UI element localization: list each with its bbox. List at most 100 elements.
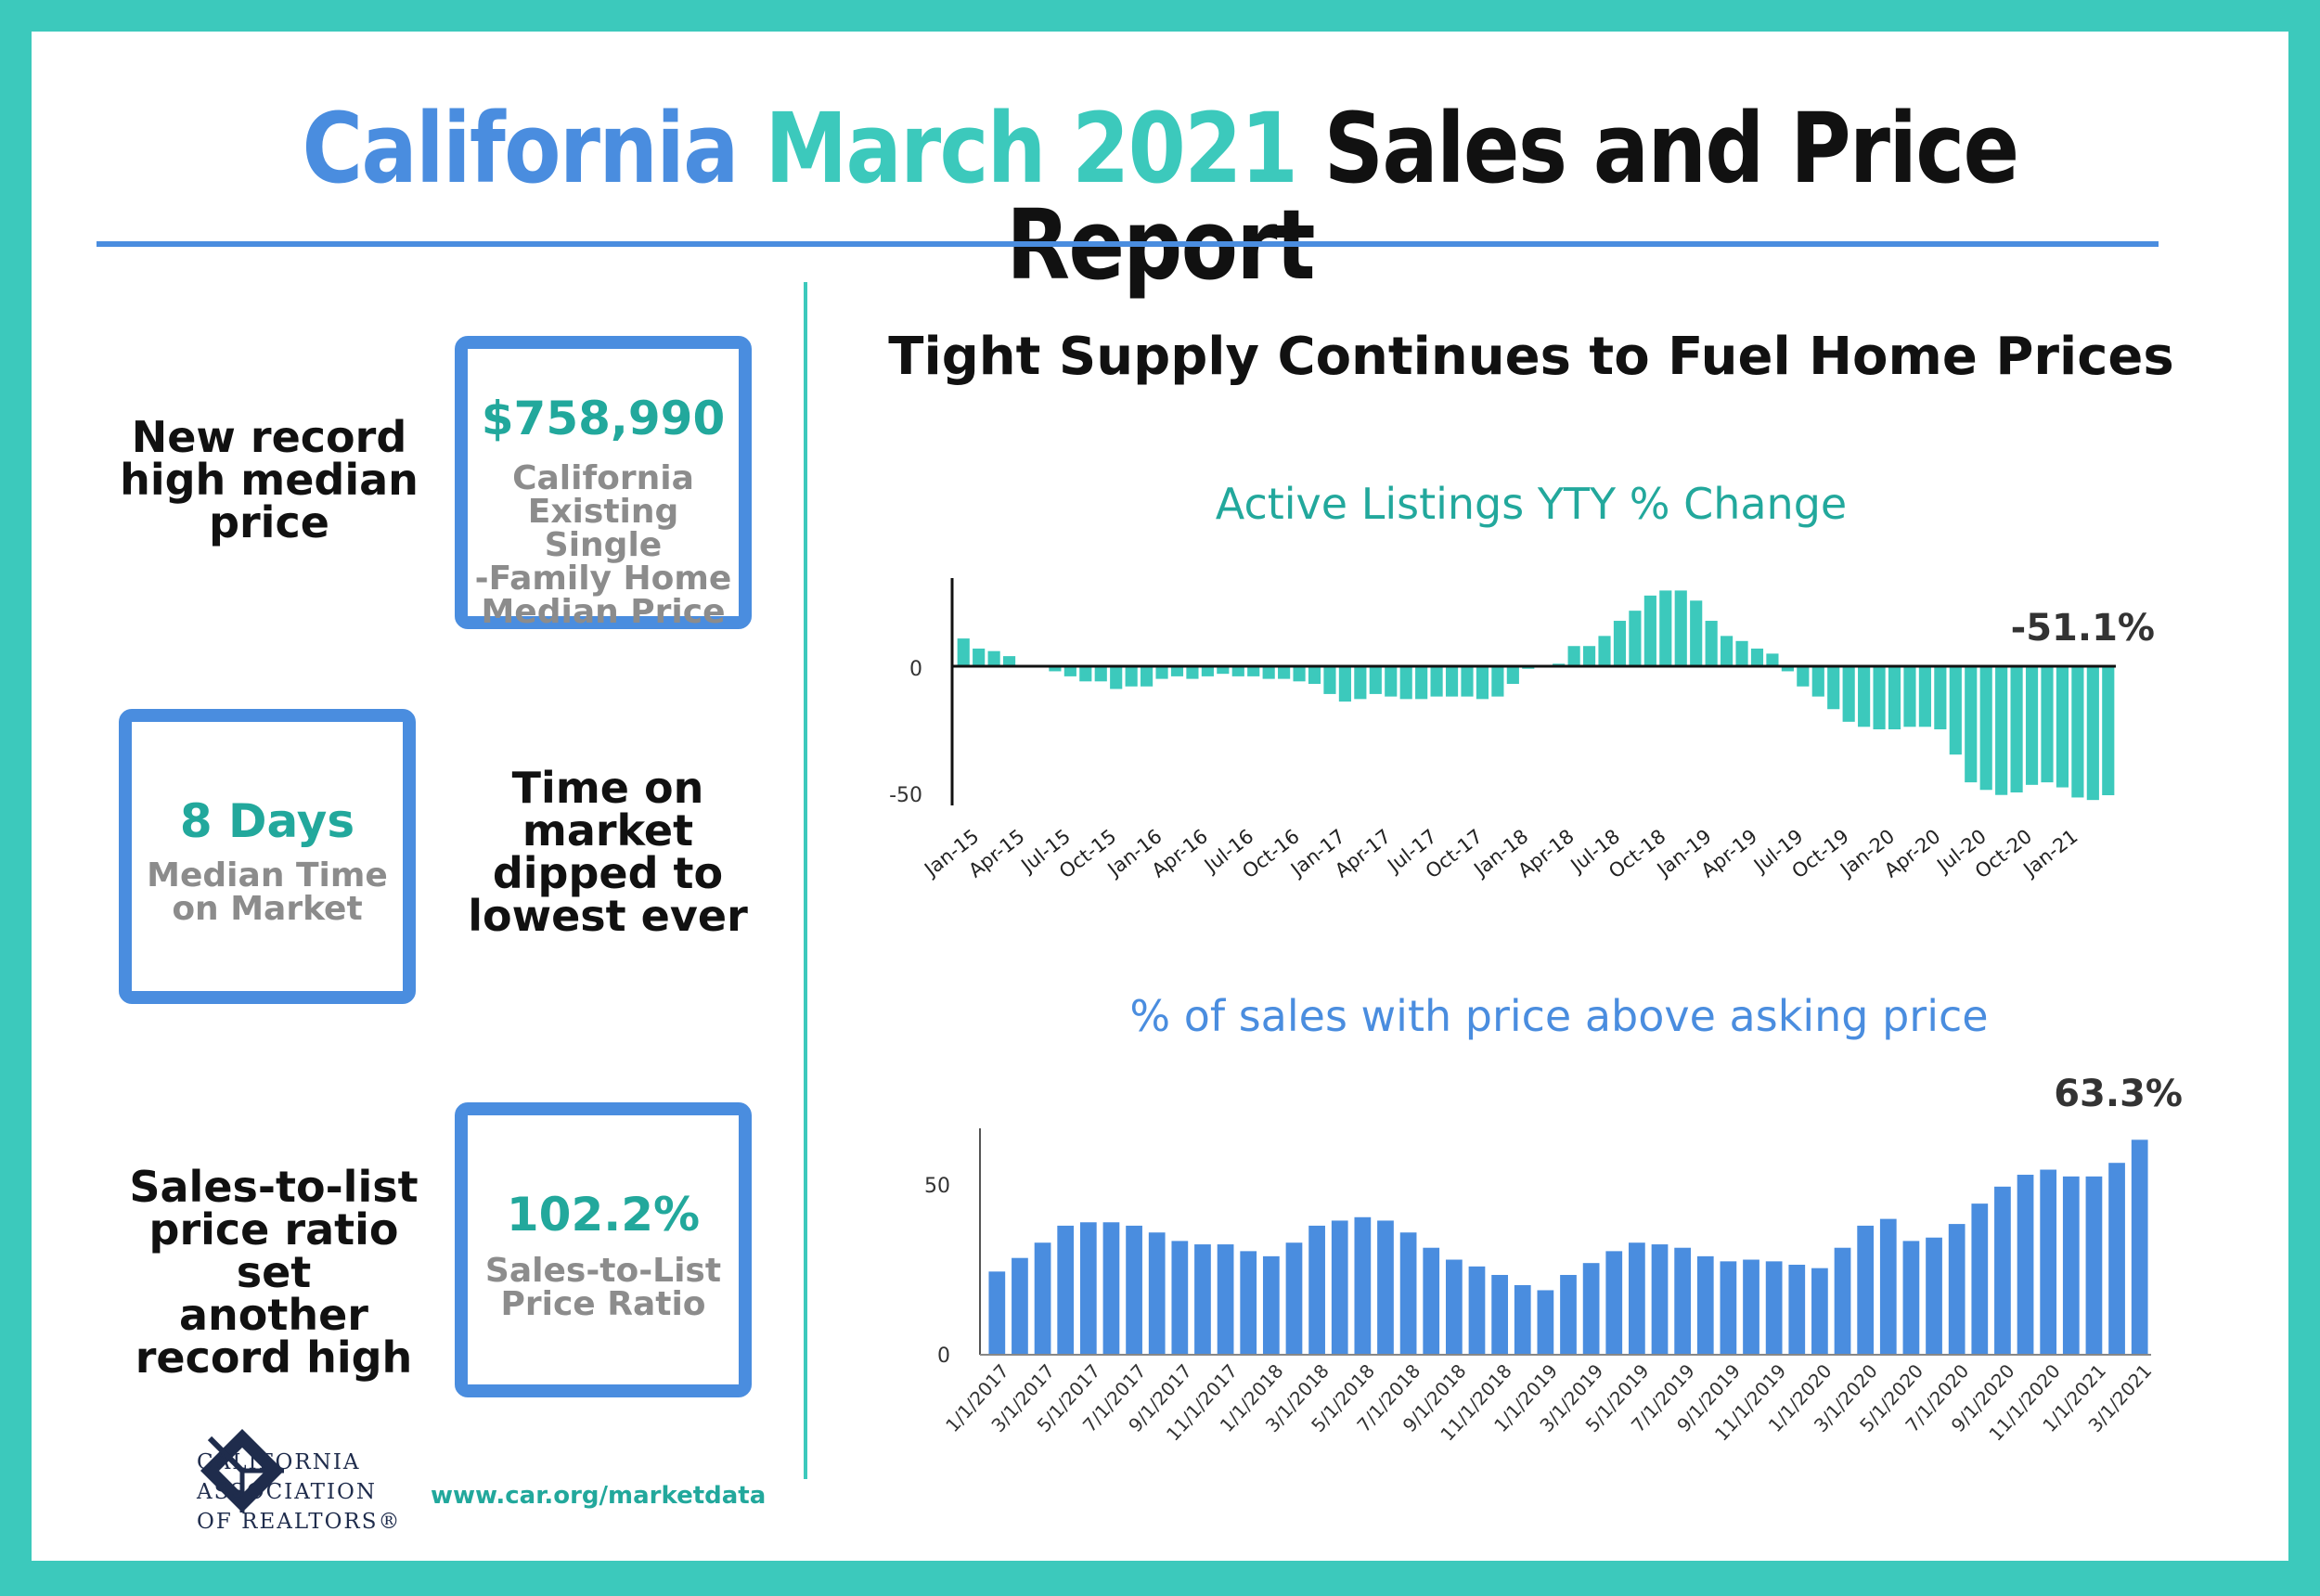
chart1-bar	[1262, 666, 1275, 679]
chart1-bar	[957, 638, 970, 666]
chart1-bar	[1811, 666, 1824, 697]
median-price-box: $758,990 California Existing Single -Fam…	[455, 336, 752, 629]
chart1-bar	[2071, 666, 2084, 798]
desc-line: Median Price	[481, 593, 726, 631]
chart2-bar	[1560, 1274, 1577, 1355]
desc-line: -Family Home	[474, 560, 732, 598]
chart2-bar	[1994, 1186, 2011, 1355]
chart1-bar	[1308, 666, 1321, 685]
chart1-bar	[1949, 666, 1962, 755]
chart2-bar	[1262, 1255, 1280, 1355]
chart2-bar	[1171, 1241, 1189, 1355]
sales-to-list-desc: Sales-to-List Price Ratio	[468, 1255, 739, 1321]
median-time-box: 8 Days Median Time on Market	[119, 709, 416, 1004]
chart1-bar	[973, 648, 986, 666]
chart1-bar	[1598, 636, 1611, 666]
chart1-y-tick: 0	[909, 658, 922, 681]
chart2-bar	[1491, 1274, 1508, 1355]
chart1-bar	[1659, 590, 1672, 666]
stat3-label: Sales-to-list price ratio set another re…	[111, 1165, 436, 1379]
stat2-label: Time on market dipped to lowest ever	[445, 766, 770, 937]
chart1-bar	[1643, 595, 1656, 666]
chart1-bar	[1735, 640, 1748, 666]
logo-text: CALIFORNIA ASSOCIATION OF REALTORS®	[197, 1448, 402, 1537]
chart2-bar	[1445, 1259, 1463, 1355]
chart2-bar	[1765, 1261, 1783, 1355]
chart2-bar	[1354, 1216, 1372, 1355]
median-time-value: 8 Days	[179, 794, 355, 848]
market-data-link[interactable]: www.car.org/marketdata	[431, 1482, 767, 1510]
chart2-bar	[2040, 1169, 2057, 1355]
chart1-bar	[1170, 666, 1184, 676]
chart1-bar	[1903, 666, 1916, 727]
chart1-bar	[1293, 666, 1306, 682]
chart2-bar	[1971, 1203, 1989, 1355]
chart1-bar	[1965, 666, 1978, 783]
stat3-label-line: Sales-to-list	[129, 1162, 419, 1212]
chart1-bar	[1934, 666, 1947, 729]
chart2-bar	[1514, 1284, 1531, 1355]
desc-line: Sales-to-List	[484, 1252, 722, 1290]
chart2-bar	[2062, 1176, 2080, 1355]
chart2-bar	[1034, 1242, 1051, 1355]
chart2-bar	[1743, 1259, 1759, 1355]
stat2-label-line: dipped to	[492, 848, 724, 898]
chart2-bar	[1629, 1242, 1645, 1355]
chart1-bar	[1842, 666, 1855, 722]
chart1-bar	[1201, 666, 1214, 676]
stat3-label-line: record high	[135, 1332, 413, 1383]
chart1-bar	[1918, 666, 1931, 727]
chart1-bar	[1582, 646, 1596, 666]
desc-line: Price Ratio	[500, 1285, 706, 1323]
chart1-last-value-label: -51.1%	[2011, 607, 2155, 650]
chart2-bar	[1857, 1225, 1875, 1355]
chart2-bar	[1079, 1222, 1097, 1355]
chart1-bar	[1888, 666, 1901, 729]
realtors-logo-icon	[200, 1429, 284, 1512]
chart1-bar	[1629, 611, 1642, 666]
chart2-bar	[1377, 1220, 1394, 1355]
chart1-bar	[1369, 666, 1382, 694]
title-state: California	[302, 92, 740, 205]
chart2-y-tick: 0	[937, 1345, 950, 1368]
chart2-bar	[1240, 1251, 1257, 1355]
chart2-bar	[2017, 1175, 2034, 1355]
chart2-bar	[2085, 1176, 2103, 1355]
chart2-bar	[1720, 1261, 1737, 1355]
chart1-bar	[1995, 666, 2008, 795]
chart1-bar	[1705, 621, 1718, 666]
chart2-bar	[1126, 1225, 1142, 1355]
chart1-bar	[2025, 666, 2039, 785]
chart1-bar	[1079, 666, 1092, 682]
chart1-bar	[2041, 666, 2054, 783]
chart1-bar	[1461, 666, 1474, 697]
chart2-bar	[1811, 1268, 1828, 1355]
chart2-bar	[1331, 1220, 1348, 1355]
chart1-y-tick: -50	[889, 784, 922, 807]
chart1-bar	[1110, 666, 1123, 689]
chart1-bar	[1690, 600, 1703, 666]
chart1-bar	[1323, 666, 1336, 694]
chart1-bar	[1354, 666, 1367, 700]
chart2-bar	[1605, 1251, 1623, 1355]
stat1-label-line: high median	[120, 455, 419, 505]
chart2-bar	[1696, 1255, 1714, 1355]
chart2-bar	[1879, 1218, 1897, 1355]
chart2-bar	[1834, 1247, 1851, 1355]
chart1-bar	[1721, 636, 1734, 666]
chart1-bar	[1750, 648, 1764, 666]
chart1-bar	[2102, 666, 2115, 795]
chart1-bar	[987, 650, 1000, 666]
chart2-y-tick: 50	[924, 1175, 950, 1198]
right-heading: Tight Supply Continues to Fuel Home Pric…	[888, 327, 2174, 387]
chart2-bar	[1148, 1232, 1166, 1355]
chart1-bar	[1063, 666, 1076, 676]
above-asking-chart: 5001/1/20173/1/20175/1/20177/1/20179/1/2…	[924, 1073, 2183, 1446]
chart2-bar	[1582, 1263, 1600, 1355]
chart1-bar	[1231, 666, 1244, 676]
chart2-bar	[1468, 1266, 1486, 1355]
logo-line: OF REALTORS®	[197, 1510, 402, 1534]
stat3-label-line: another	[178, 1290, 368, 1340]
desc-line: Existing Single	[527, 493, 679, 564]
chart2-last-value-label: 63.3%	[2054, 1073, 2183, 1115]
